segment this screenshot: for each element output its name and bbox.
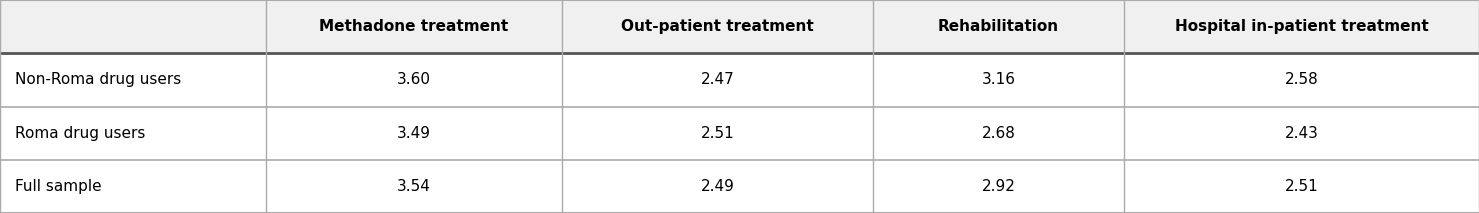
Text: 2.49: 2.49 bbox=[701, 179, 734, 194]
Text: 2.51: 2.51 bbox=[1285, 179, 1318, 194]
Text: 2.51: 2.51 bbox=[701, 126, 734, 141]
Text: 3.49: 3.49 bbox=[398, 126, 430, 141]
Text: Full sample: Full sample bbox=[15, 179, 102, 194]
Text: 3.54: 3.54 bbox=[398, 179, 430, 194]
Bar bbox=[562, 0, 873, 53]
Bar bbox=[0, 160, 1479, 213]
Text: 3.16: 3.16 bbox=[982, 72, 1015, 87]
Text: Rehabilitation: Rehabilitation bbox=[938, 19, 1059, 34]
Text: 3.60: 3.60 bbox=[398, 72, 430, 87]
Text: Hospital in-patient treatment: Hospital in-patient treatment bbox=[1174, 19, 1429, 34]
Text: 2.43: 2.43 bbox=[1285, 126, 1318, 141]
Bar bbox=[0, 106, 1479, 160]
Bar bbox=[1124, 0, 1479, 53]
Text: Methadone treatment: Methadone treatment bbox=[319, 19, 509, 34]
Bar bbox=[266, 0, 562, 53]
Text: 2.68: 2.68 bbox=[982, 126, 1015, 141]
Text: 2.47: 2.47 bbox=[701, 72, 734, 87]
Bar bbox=[0, 53, 1479, 106]
Text: 2.92: 2.92 bbox=[982, 179, 1015, 194]
Text: 2.58: 2.58 bbox=[1285, 72, 1318, 87]
Text: Roma drug users: Roma drug users bbox=[15, 126, 145, 141]
Text: Non-Roma drug users: Non-Roma drug users bbox=[15, 72, 180, 87]
Bar bbox=[873, 0, 1124, 53]
Bar bbox=[0, 0, 266, 53]
Text: Out-patient treatment: Out-patient treatment bbox=[621, 19, 813, 34]
